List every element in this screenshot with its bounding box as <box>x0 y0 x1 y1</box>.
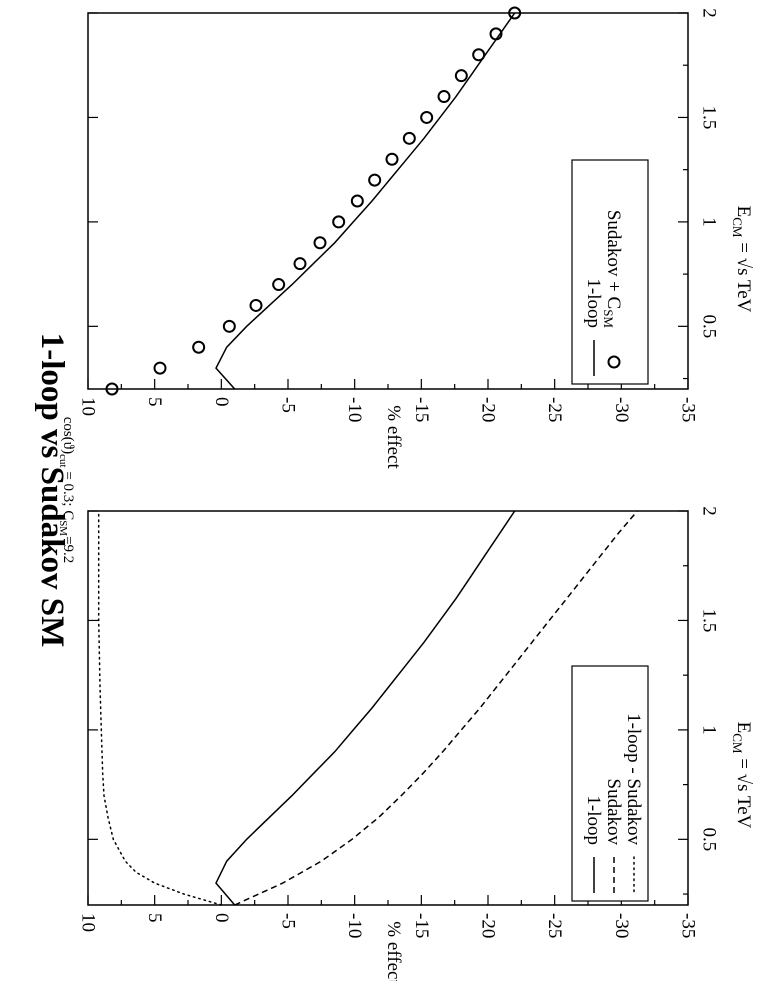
chart-right-xlabel-sub: CM <box>730 217 745 238</box>
subtitle-cos-sub: cut <box>57 454 69 467</box>
chart-right-ytick-label: -15 <box>411 397 432 422</box>
chart-right-series-sudakov-c-point <box>105 382 119 396</box>
chart-left-ytick-label: -20 <box>478 913 499 938</box>
chart-right-xtick-label: 0.5 <box>699 314 720 338</box>
chart-right-legend-label: 1-loop <box>584 278 605 328</box>
chart-right-series-sudakov-c-point <box>350 194 364 208</box>
chart-right-ytick-label: 0 <box>211 397 232 407</box>
chart-right-series-sudakov-c-point <box>153 361 167 375</box>
chart-left-legend-label: Sudakov <box>604 779 625 846</box>
chart-right-series-sudakov-c-point <box>420 110 434 124</box>
chart-left-legend-label: 1-loop <box>584 795 605 845</box>
chart-right-ytick-label: -30 <box>611 397 632 422</box>
chart-right-legend-label-sub: SM <box>602 309 617 328</box>
chart-right-ylabel: % effect <box>383 405 404 469</box>
figure-subtitle: cos(ϑ)cut = 0.3; CSM=9.2 <box>57 417 76 564</box>
chart-right-ytick-label: -5 <box>278 397 299 413</box>
chart-right-series-sudakov-c-point <box>368 173 382 187</box>
chart-right-series-sudakov-c-point <box>402 131 416 145</box>
chart-left-ylabel: % effect <box>383 921 404 981</box>
left-chart: 10 5 0 -5 -10 -15 -20 -25 -30 -35 0.5 1 1.5 2 % effect… <box>78 506 755 981</box>
subtitle-block: cos(ϑ)cut = 0.3; CSM=9.2 <box>57 417 76 564</box>
chart-right-xtick-label: 1.5 <box>699 106 720 130</box>
chart-right-legend-label-main: Sudakov + C <box>604 210 625 309</box>
chart-left-xtick-label: 2 <box>699 506 720 516</box>
chart-left-ytick-label: -30 <box>611 913 632 938</box>
chart-right-series-sudakov-c-point <box>272 278 286 292</box>
subtitle-c-value: =9.2 <box>60 536 76 563</box>
chart-right-series-1-loop <box>215 12 516 390</box>
chart-right-xtick-label: 2 <box>699 8 720 18</box>
chart-left-legend-label-main: 1-loop <box>584 795 605 845</box>
chart-left-xlabel-rest: = √s TeV <box>733 753 754 828</box>
chart-right-ytick-label: -35 <box>678 397 699 422</box>
chart-right-ytick-label: -10 <box>344 397 365 422</box>
chart-left-ytick-label: -10 <box>344 913 365 938</box>
chart-right-xlabel-rest: = √s TeV <box>733 237 754 312</box>
chart-right-xlabel: ECM = √s TeV <box>730 206 754 313</box>
chart-right-series-sudakov-c-point <box>313 236 327 250</box>
chart-left-xtick-label: 1 <box>699 725 720 735</box>
chart-left-ytick-label: -35 <box>678 913 699 938</box>
chart-left-series-1-loop <box>215 510 516 906</box>
chart-left-xlabel-main: E <box>733 722 754 734</box>
chart-right-series-sudakov-c-point <box>508 6 522 20</box>
chart-right-legend-label-main: 1-loop <box>584 278 605 328</box>
chart-left-xtick-label: 0.5 <box>699 827 720 851</box>
chart-right-series-sudakov-c-point <box>454 69 468 83</box>
chart-right-series-sudakov-c-point <box>222 319 236 333</box>
chart-right-ytick-label: -20 <box>478 397 499 422</box>
subtitle-cos-value: = 0.3; C <box>60 468 76 521</box>
chart-left-legend: 1-loop Sudakov 1-loop - Sudakov <box>571 665 649 902</box>
chart-left-ytick-label: -25 <box>544 913 565 938</box>
title-block: 1-loop vs Sudakov SM <box>34 333 70 648</box>
chart-right-ytick-label: -25 <box>544 397 565 422</box>
chart-left-series-sudakov <box>234 510 638 906</box>
chart-left-ytick-label: 0 <box>211 913 232 923</box>
chart-left-legend-box <box>571 665 649 902</box>
figure-title: 1-loop vs Sudakov SM <box>34 333 70 648</box>
chart-left-legend-label: 1-loop - Sudakov <box>624 713 645 845</box>
chart-right-series-sudakov-c-point <box>385 152 399 166</box>
chart-left-series-1-loop-sudakov <box>97 510 223 906</box>
right-chart: 10 5 0 -5 -10 -15 -20 -25 -30 -35 0.5 1 1.5 2 % effect… <box>78 6 754 469</box>
chart-right-legend-label: Sudakov + CSM <box>602 210 625 329</box>
chart-right-legend: 1-loop Sudakov + CSM <box>571 159 649 385</box>
chart-left-ytick-label: 5 <box>144 913 165 923</box>
chart-right-series-sudakov-c-point <box>489 27 503 41</box>
chart-right-series-sudakov-c-point <box>293 257 307 271</box>
chart-left-xlabel-sub: CM <box>730 733 745 754</box>
chart-right-xtick-label: 1 <box>699 217 720 227</box>
chart-right-series-sudakov-c <box>105 6 522 396</box>
chart-left-xtick-label: 1.5 <box>699 609 720 633</box>
subtitle-c-sub: SM <box>57 520 69 536</box>
subtitle-cos: cos(ϑ) <box>60 417 76 454</box>
chart-right-ytick-label: 5 <box>144 397 165 407</box>
chart-left-xlabel: ECM = √s TeV <box>730 722 754 829</box>
chart-right-series-sudakov-c-point <box>437 90 451 104</box>
chart-right-legend-box <box>571 159 649 385</box>
chart-left-ytick-label: -15 <box>411 913 432 938</box>
chart-right-series-sudakov-c-point <box>192 340 206 354</box>
chart-right-xlabel-main: E <box>733 206 754 218</box>
chart-right-series-sudakov-c-point <box>332 215 346 229</box>
chart-left-ytick-label: 10 <box>78 913 99 932</box>
chart-right-ytick-label: 10 <box>78 397 99 416</box>
chart-right-series-sudakov-c-point <box>472 48 486 62</box>
chart-left-legend-label-main: Sudakov <box>604 779 625 846</box>
chart-right-legend-symbol <box>607 355 621 369</box>
chart-left-legend-label-main: 1-loop - Sudakov <box>624 713 645 845</box>
chart-right-series-sudakov-c-point <box>249 298 263 312</box>
chart-left-ytick-label: -5 <box>278 913 299 929</box>
